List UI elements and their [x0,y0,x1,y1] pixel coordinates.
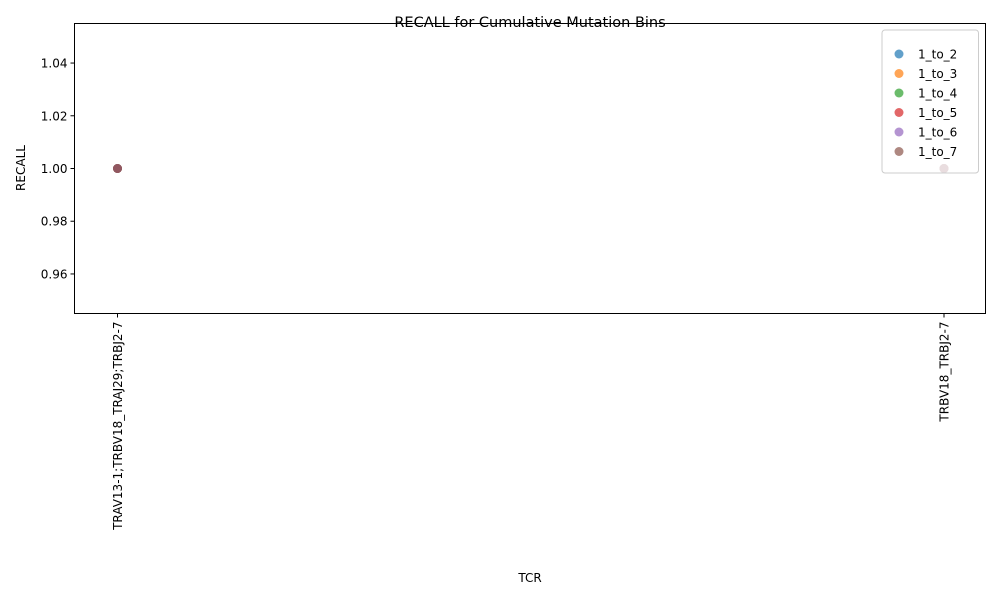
legend-marker [894,88,904,98]
legend-label: 1_to_6 [918,126,957,140]
data-points [113,164,949,173]
x-axis-ticks: TRAV13-1;TRBV18_TRAJ29;TRBJ2-7 TRBV18_TRB… [111,313,952,531]
legend-label: 1_to_2 [918,48,957,62]
y-axis-ticks: 0.96 0.98 1.00 1.02 1.04 [41,57,75,281]
legend-marker [894,147,904,156]
legend-label: 1_to_5 [918,106,957,120]
y-axis-label: RECALL [14,145,28,191]
data-point-1_to_7 [113,164,122,173]
legend-marker [894,69,904,78]
y-tick-label: 1.04 [41,57,68,71]
legend-marker [894,49,904,59]
legend-label: 1_to_7 [918,145,957,159]
y-tick-label: 0.96 [41,267,68,281]
legend-marker [894,127,904,137]
legend: 1_to_2 1_to_3 1_to_4 1_to_5 1_to_6 1_to_7 [881,29,979,174]
y-tick-label: 1.02 [41,109,68,123]
legend-box [881,29,979,174]
plot-frame [74,23,986,314]
x-tick-label: TRBV18_TRBJ2-7 [938,322,952,423]
y-tick-label: 0.98 [41,215,68,229]
legend-label: 1_to_3 [918,67,957,81]
legend-marker [894,108,904,117]
x-axis-label: TCR [517,571,541,585]
legend-label: 1_to_4 [918,87,957,101]
y-tick-label: 1.00 [41,162,68,176]
x-tick-label: TRAV13-1;TRBV18_TRAJ29;TRBJ2-7 [111,322,125,531]
